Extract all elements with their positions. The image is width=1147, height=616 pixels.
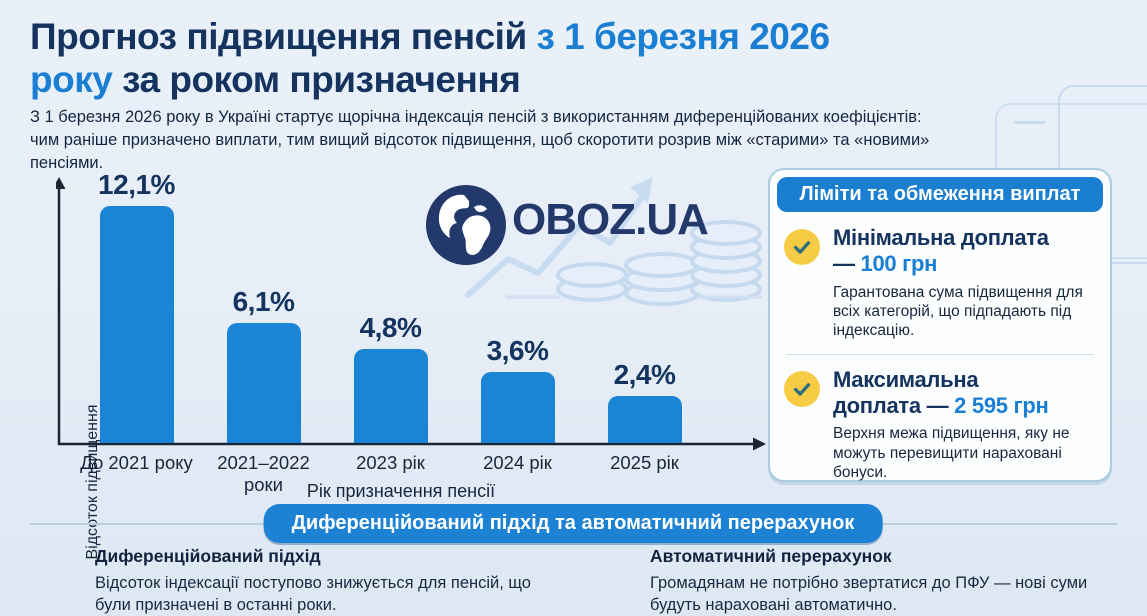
chart-axes [56,177,766,451]
bar [480,372,555,443]
bar [226,323,301,443]
panel-divider [786,353,1094,355]
bar-column: 2,4% [581,161,708,443]
bar-column: 6,1% [200,161,327,443]
limit-item-title: Мінімальна доплата — 100 грн [833,225,1096,277]
column-text: Громадянам не потрібно звертатися до ПФУ… [650,574,1088,614]
bar-value-label: 4,8% [359,312,422,343]
subtitle-line: чим раніше призначено виплати, тим вищий… [30,130,930,172]
limits-panel: Ліміти та обмеження виплат Мінімальна до… [768,168,1112,482]
check-icon [784,370,820,407]
chart-bars: 12,1% 6,1% 4,8% 3,6% 2,4% [73,161,708,443]
bar-value-label: 3,6% [486,335,549,366]
bar-column: 3,6% [454,161,581,443]
globe-icon [426,185,506,265]
bar-value-label: 12,1% [98,169,175,200]
limit-item-title: Максимальна доплата — 2 595 грн [833,367,1096,419]
category-label: 2021–2022 роки [217,452,310,495]
bottom-column-automatic: Автоматичний перерахунок Громадянам не п… [650,546,1115,616]
bar-value-label: 2,4% [613,359,676,390]
limit-title-dash: доплата — [833,392,949,418]
limit-item-description: Гарантована сума підвищення для всіх кат… [833,283,1083,340]
limit-item-body: Мінімальна доплата — 100 грн Гарантована… [833,225,1096,341]
bar-chart: 12,1% 6,1% 4,8% 3,6% 2,4% До 2021 року 2021–2… [56,169,768,560]
column-heading: Диференційований підхід [95,546,321,566]
x-axis-label: Рік призначення пенсії [306,481,496,501]
oboz-logo: OBOZ.UA [410,163,762,311]
limit-title-text: Максимальна [833,366,979,392]
bar-value-label: 6,1% [232,286,295,317]
limit-item-max: Максимальна доплата — 2 595 грн Верхня м… [770,361,1110,483]
column-heading: Автоматичний перерахунок [650,546,892,566]
bar [607,396,682,443]
bottom-banner: Диференційований підхід та автоматичний … [263,504,883,543]
category-label: 2024 рік [483,452,552,473]
limit-item-body: Максимальна доплата — 2 595 грн Верхня м… [833,367,1096,483]
chart-category-labels: До 2021 року 2021–2022 роки 2023 рік 2024 р… [73,452,708,496]
limit-title-dash: — [833,250,855,276]
dash-decoration [1014,121,1046,124]
bar [353,349,428,443]
limit-title-text: Мінімальна доплата [833,225,1049,250]
bar-column: 12,1% [73,161,200,443]
category-label: 2025 рік [610,452,679,473]
limit-item-description: Верхня межа підвищення, яку не можуть пе… [833,425,1070,481]
limit-amount: 100 грн [860,250,938,276]
title-blue-part: з 1 березня 2026 [536,16,830,57]
category-label: 2023 рік [356,452,425,473]
check-icon [784,229,820,265]
title-dark-part: за роком призначення [122,58,521,100]
oboz-logo-text: OBOZ.UA [512,195,709,244]
title-blue-part: року [30,58,113,100]
column-text: Відсоток індексації поступово знижується… [95,574,531,614]
category-label: До 2021 року [80,452,193,473]
limit-amount: 2 595 грн [954,392,1049,418]
limit-item-min: Мінімальна доплата — 100 грн Гарантована… [770,219,1110,341]
limits-panel-header: Ліміти та обмеження виплат [777,177,1103,212]
subtitle: З 1 березня 2026 року в Україні стартує … [30,106,990,174]
coins-and-growth-arrow-decoration [465,177,762,306]
subtitle-line: З 1 березня 2026 року в Україні стартує … [30,108,922,126]
title-dark-part: Прогноз підвищення пенсій [30,16,527,57]
bar-column: 4,8% [327,161,454,443]
bottom-column-differentiated: Диференційований підхід Відсоток індекса… [95,546,565,616]
bar [99,206,174,443]
page-title: Прогноз підвищення пенсій з 1 березня 20… [30,16,1030,102]
